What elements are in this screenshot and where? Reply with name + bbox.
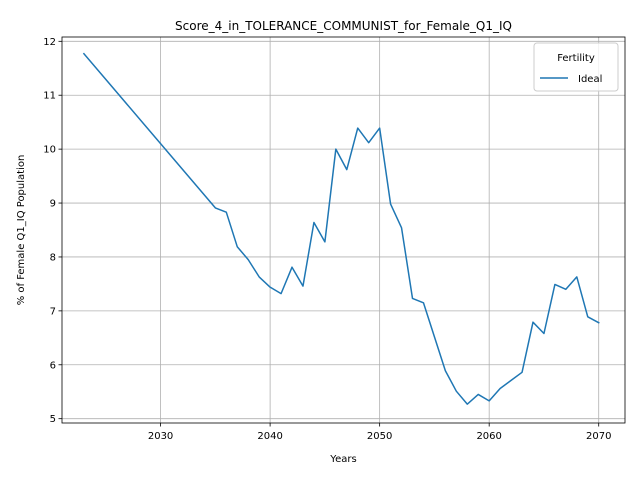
plot-frame (61, 36, 626, 424)
legend: Fertility Ideal (533, 42, 619, 92)
y-tick-label: 11 (43, 91, 56, 102)
y-tick-label: 7 (50, 306, 56, 317)
x-tick-label: 2060 (476, 431, 501, 442)
chart-title: Score_4_in_TOLERANCE_COMMUNIST_for_Femal… (175, 19, 512, 33)
y-axis-ticks: 5 6 7 8 9 10 11 12 (43, 37, 62, 425)
y-tick-label: 12 (43, 37, 56, 48)
series-line-ideal (82, 52, 600, 405)
y-tick-label: 6 (50, 360, 56, 371)
y-tick-label: 9 (50, 199, 56, 210)
y-tick-label: 8 (50, 252, 56, 263)
grid-lines (62, 37, 625, 423)
x-axis-ticks: 2030 2040 2050 2060 2070 (148, 423, 611, 442)
legend-title: Fertility (557, 53, 595, 64)
legend-box (533, 42, 619, 92)
x-tick-label: 2030 (148, 431, 173, 442)
legend-label-ideal: Ideal (578, 74, 602, 85)
y-axis-label: % of Female Q1_IQ Population (16, 155, 27, 306)
series-layer (82, 52, 600, 405)
y-tick-label: 10 (43, 145, 56, 156)
x-tick-label: 2050 (367, 431, 392, 442)
x-tick-label: 2070 (586, 431, 611, 442)
x-axis-label: Years (329, 454, 356, 465)
x-tick-label: 2040 (257, 431, 282, 442)
y-tick-label: 5 (50, 414, 56, 425)
